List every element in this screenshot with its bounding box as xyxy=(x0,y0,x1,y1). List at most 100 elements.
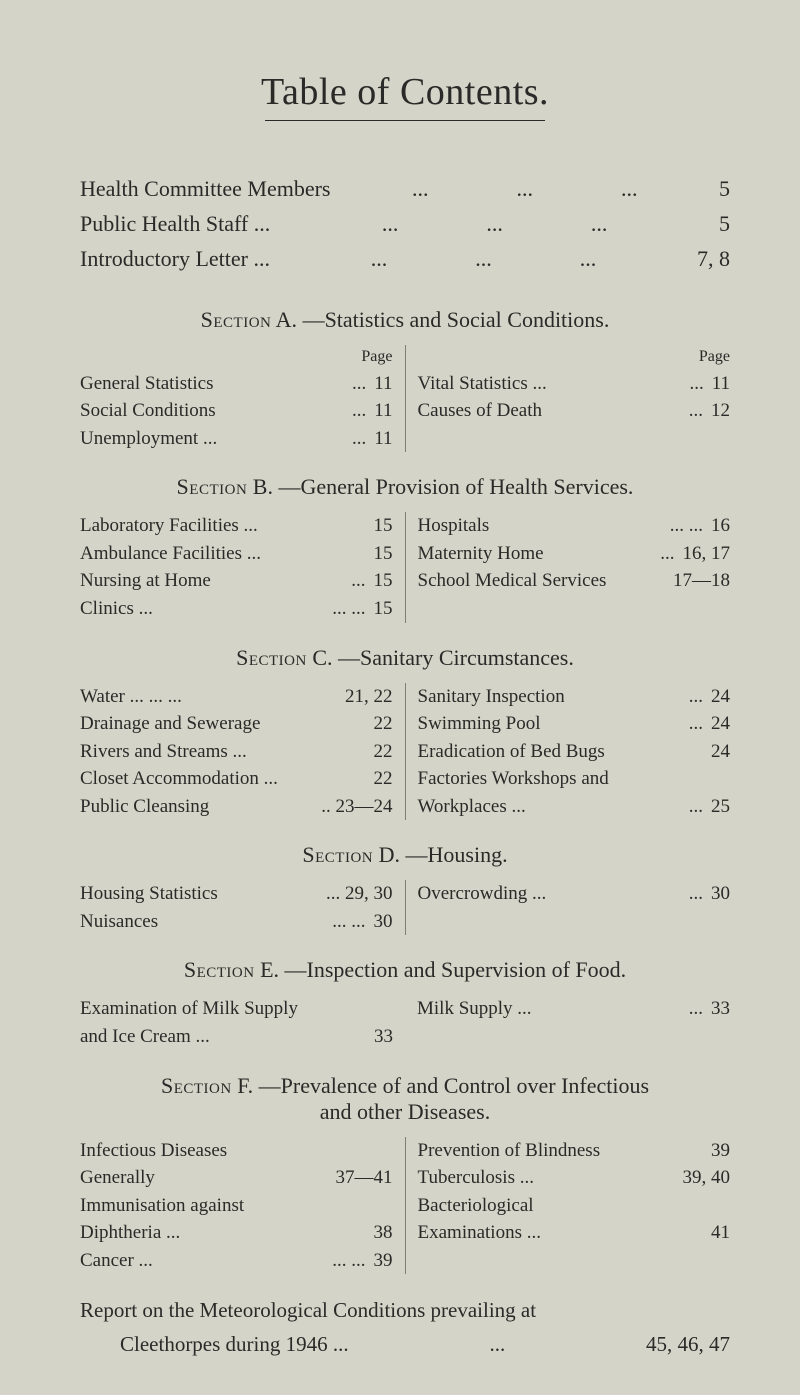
entry-page: 15 xyxy=(366,595,393,623)
entry-page: 11 xyxy=(704,370,730,398)
footer-line2-left: Cleethorpes during 1946 ... xyxy=(80,1328,349,1362)
col-right: Sanitary Inspection ... 24 Swimming Pool… xyxy=(406,683,731,821)
section-e-head: Section E. —Inspection and Supervision o… xyxy=(80,957,730,983)
toc-entry: Factories Workshops and xyxy=(418,765,731,793)
toc-entry: Cancer ... ... ...39 xyxy=(80,1247,393,1275)
toc-entry: Milk Supply ... ... 33 xyxy=(417,995,730,1023)
entry-page: 24 xyxy=(703,683,730,711)
entry-label: Sanitary Inspection xyxy=(418,683,689,711)
section-d-cols: Housing Statistics... 29, 30 Nuisances .… xyxy=(80,880,730,935)
dots: ... xyxy=(689,370,703,398)
entry-label: Social Conditions xyxy=(80,397,352,425)
toc-entry: Diphtheria ...38 xyxy=(80,1219,393,1247)
entry-label: Infectious Diseases xyxy=(80,1137,385,1165)
footer-line2-right: 45, 46, 47 xyxy=(646,1328,730,1362)
entry-label: Hospitals xyxy=(418,512,670,540)
toc-entry: Laboratory Facilities ...15 xyxy=(80,512,393,540)
col-left: Laboratory Facilities ...15 Ambulance Fa… xyxy=(80,512,406,622)
page-label: Page xyxy=(418,345,731,368)
section-rest: —Inspection and Supervision of Food. xyxy=(285,957,627,982)
section-rest: —Sanitary Circumstances. xyxy=(338,645,574,670)
entry-label: Immunisation against xyxy=(80,1192,385,1220)
entry-label: Eradication of Bed Bugs xyxy=(418,738,704,766)
entry-label: Nuisances xyxy=(80,908,332,936)
entry-page: 22 xyxy=(366,710,393,738)
dots: ... xyxy=(352,425,366,453)
section-c-cols: Water ... ... ...21, 22 Drainage and Sew… xyxy=(80,683,730,821)
toc-entry: Housing Statistics... 29, 30 xyxy=(80,880,393,908)
col-right: Prevention of Blindness39 Tuberculosis .… xyxy=(406,1137,731,1275)
col-left: Water ... ... ...21, 22 Drainage and Sew… xyxy=(80,683,406,821)
entry-page: 30 xyxy=(703,880,730,908)
entry-label: Factories Workshops and xyxy=(418,765,723,793)
toc-entry: Swimming Pool ... 24 xyxy=(418,710,731,738)
section-prefix: Section xyxy=(177,474,248,499)
entry-label: Overcrowding ... xyxy=(418,880,689,908)
entry-label: Tuberculosis ... xyxy=(418,1164,675,1192)
section-letter: E. xyxy=(260,957,279,982)
section-prefix: Section xyxy=(184,957,255,982)
toc-entry: Social Conditions ... 11 xyxy=(80,397,393,425)
toc-entry: Tuberculosis ...39, 40 xyxy=(418,1164,731,1192)
dots: ... xyxy=(352,370,366,398)
entry-page: 5 xyxy=(719,171,730,206)
entry-label: Maternity Home xyxy=(418,540,661,568)
entry-page: 12 xyxy=(703,397,730,425)
title-rule xyxy=(265,120,545,121)
entry-page: 16, 17 xyxy=(675,540,731,568)
toc-entry: Generally37—41 xyxy=(80,1164,393,1192)
entry-label: Examinations ... xyxy=(418,1219,704,1247)
section-prefix: Section xyxy=(236,645,307,670)
entry-label: Workplaces ... xyxy=(418,793,689,821)
col-right: Page Vital Statistics ... ... 11 Causes … xyxy=(406,345,731,453)
toc-entry: Workplaces ... ... 25 xyxy=(418,793,731,821)
toc-entry: Public Cleansing.. 23—24 xyxy=(80,793,393,821)
entry-label: Swimming Pool xyxy=(418,710,689,738)
toc-entry: Examination of Milk Supply xyxy=(80,995,393,1023)
entry-page: ... 29, 30 xyxy=(318,880,393,908)
dots: ... xyxy=(352,397,366,425)
section-rest2: and other Diseases. xyxy=(320,1099,490,1124)
toc-entry: School Medical Services17—18 xyxy=(418,567,731,595)
col-right: Hospitals ... ... 16 Maternity Home ... … xyxy=(406,512,731,622)
entry-page: 39 xyxy=(703,1137,730,1165)
entry-page: 24 xyxy=(703,710,730,738)
dots: ... ... xyxy=(332,595,365,623)
entry-page: 37—41 xyxy=(328,1164,393,1192)
entry-label: Unemployment ... xyxy=(80,425,352,453)
col-right: Milk Supply ... ... 33 xyxy=(405,995,730,1050)
section-letter: C. xyxy=(312,645,332,670)
section-d-head: Section D. —Housing. xyxy=(80,842,730,868)
section-letter: F. xyxy=(237,1073,253,1098)
col-right: Overcrowding ... ... 30 xyxy=(406,880,731,935)
section-a-head: Section A. —Statistics and Social Condit… xyxy=(80,307,730,333)
entry-page: 30 xyxy=(366,908,393,936)
toc-entry: Bacteriological xyxy=(418,1192,731,1220)
dots: ... ... ... xyxy=(371,241,597,276)
section-letter: B. xyxy=(253,474,273,499)
entry-page: 21, 22 xyxy=(337,683,393,711)
top-entries: Health Committee Members ... ... ... 5 P… xyxy=(80,171,730,277)
entry-label: General Statistics xyxy=(80,370,352,398)
entry-page: 15 xyxy=(366,512,393,540)
toc-entry: Causes of Death ... 12 xyxy=(418,397,731,425)
entry-label: Public Cleansing xyxy=(80,793,313,821)
entry-label: Laboratory Facilities ... xyxy=(80,512,366,540)
dots: ... xyxy=(689,710,703,738)
entry-label: Introductory Letter ... xyxy=(80,241,270,276)
section-c-head: Section C. —Sanitary Circumstances. xyxy=(80,645,730,671)
dots: ... xyxy=(689,880,703,908)
section-a-cols: Page General Statistics ... 11 Social Co… xyxy=(80,345,730,453)
entry-page: 5 xyxy=(719,206,730,241)
entry-page: 22 xyxy=(366,765,393,793)
dots: ... xyxy=(689,995,703,1023)
dots: ... xyxy=(689,397,703,425)
toc-entry: Nuisances ... ... 30 xyxy=(80,908,393,936)
entry-label: Water ... ... ... xyxy=(80,683,337,711)
entry-page: 39 xyxy=(366,1247,393,1275)
page: Table of Contents. Health Committee Memb… xyxy=(0,0,800,1395)
dots: ... ... ... xyxy=(382,206,608,241)
section-prefix: Section xyxy=(161,1073,232,1098)
entry-label: Nursing at Home xyxy=(80,567,351,595)
toc-entry: Water ... ... ...21, 22 xyxy=(80,683,393,711)
